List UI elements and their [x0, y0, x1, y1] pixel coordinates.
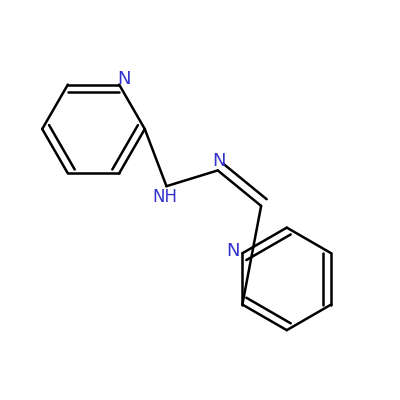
- Text: NH: NH: [152, 188, 177, 206]
- Text: N: N: [117, 70, 131, 88]
- Text: N: N: [212, 152, 226, 170]
- Text: N: N: [226, 242, 239, 260]
